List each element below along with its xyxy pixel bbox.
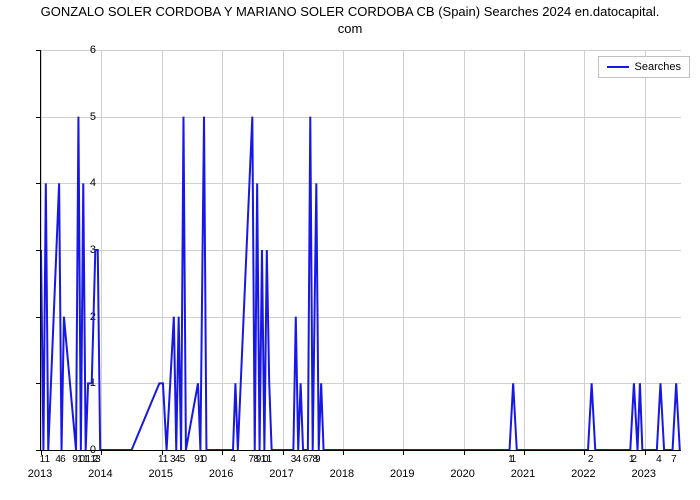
xtick-mark xyxy=(283,450,284,455)
xtick-minor-label: 5 xyxy=(180,454,186,465)
xtick-minor-label: 9 xyxy=(315,454,321,465)
xtick-minor-label: 4 xyxy=(656,454,662,465)
xtick-minor-label: 0 xyxy=(201,454,207,465)
xtick-mark xyxy=(403,450,404,455)
xtick-minor-label: 3 xyxy=(95,454,101,465)
xtick-minor-label: 6 xyxy=(60,454,66,465)
xtick-major-label: 2014 xyxy=(88,468,112,480)
xtick-mark xyxy=(524,450,525,455)
xtick-major-label: 2022 xyxy=(571,468,595,480)
xtick-minor-label: 2 xyxy=(631,454,637,465)
legend-swatch xyxy=(607,66,629,68)
xtick-major-label: 2023 xyxy=(632,468,656,480)
xtick-minor-label: 2 xyxy=(588,454,594,465)
xtick-mark xyxy=(645,450,646,455)
xtick-minor-label: 1 xyxy=(511,454,517,465)
xtick-mark xyxy=(464,450,465,455)
chart-title: GONZALO SOLER CORDOBA Y MARIANO SOLER CO… xyxy=(0,4,700,38)
xtick-major-label: 2021 xyxy=(511,468,535,480)
xtick-major-label: 2013 xyxy=(28,468,52,480)
searches-line xyxy=(41,117,680,450)
xtick-major-label: 2017 xyxy=(269,468,293,480)
xtick-mark xyxy=(343,450,344,455)
xtick-minor-label: 4 xyxy=(230,454,236,465)
title-line2: com xyxy=(338,21,363,36)
xtick-minor-label: 1 xyxy=(163,454,169,465)
xtick-major-label: 2020 xyxy=(450,468,474,480)
xtick-major-label: 2018 xyxy=(330,468,354,480)
line-series-svg xyxy=(41,50,681,450)
xtick-minor-label: 1 xyxy=(267,454,273,465)
xtick-mark xyxy=(584,450,585,455)
xtick-mark xyxy=(222,450,223,455)
legend-label: Searches xyxy=(635,61,681,73)
chart-container: GONZALO SOLER CORDOBA Y MARIANO SOLER CO… xyxy=(0,0,700,500)
plot-area xyxy=(40,50,681,451)
xtick-minor-label: 7 xyxy=(671,454,677,465)
xtick-minor-label: 4 xyxy=(296,454,302,465)
title-line1: GONZALO SOLER CORDOBA Y MARIANO SOLER CO… xyxy=(41,4,660,19)
xtick-major-label: 2019 xyxy=(390,468,414,480)
xtick-mark xyxy=(101,450,102,455)
xtick-major-label: 2015 xyxy=(149,468,173,480)
xtick-minor-label: 1 xyxy=(44,454,50,465)
legend: Searches xyxy=(598,56,690,78)
xtick-major-label: 2016 xyxy=(209,468,233,480)
